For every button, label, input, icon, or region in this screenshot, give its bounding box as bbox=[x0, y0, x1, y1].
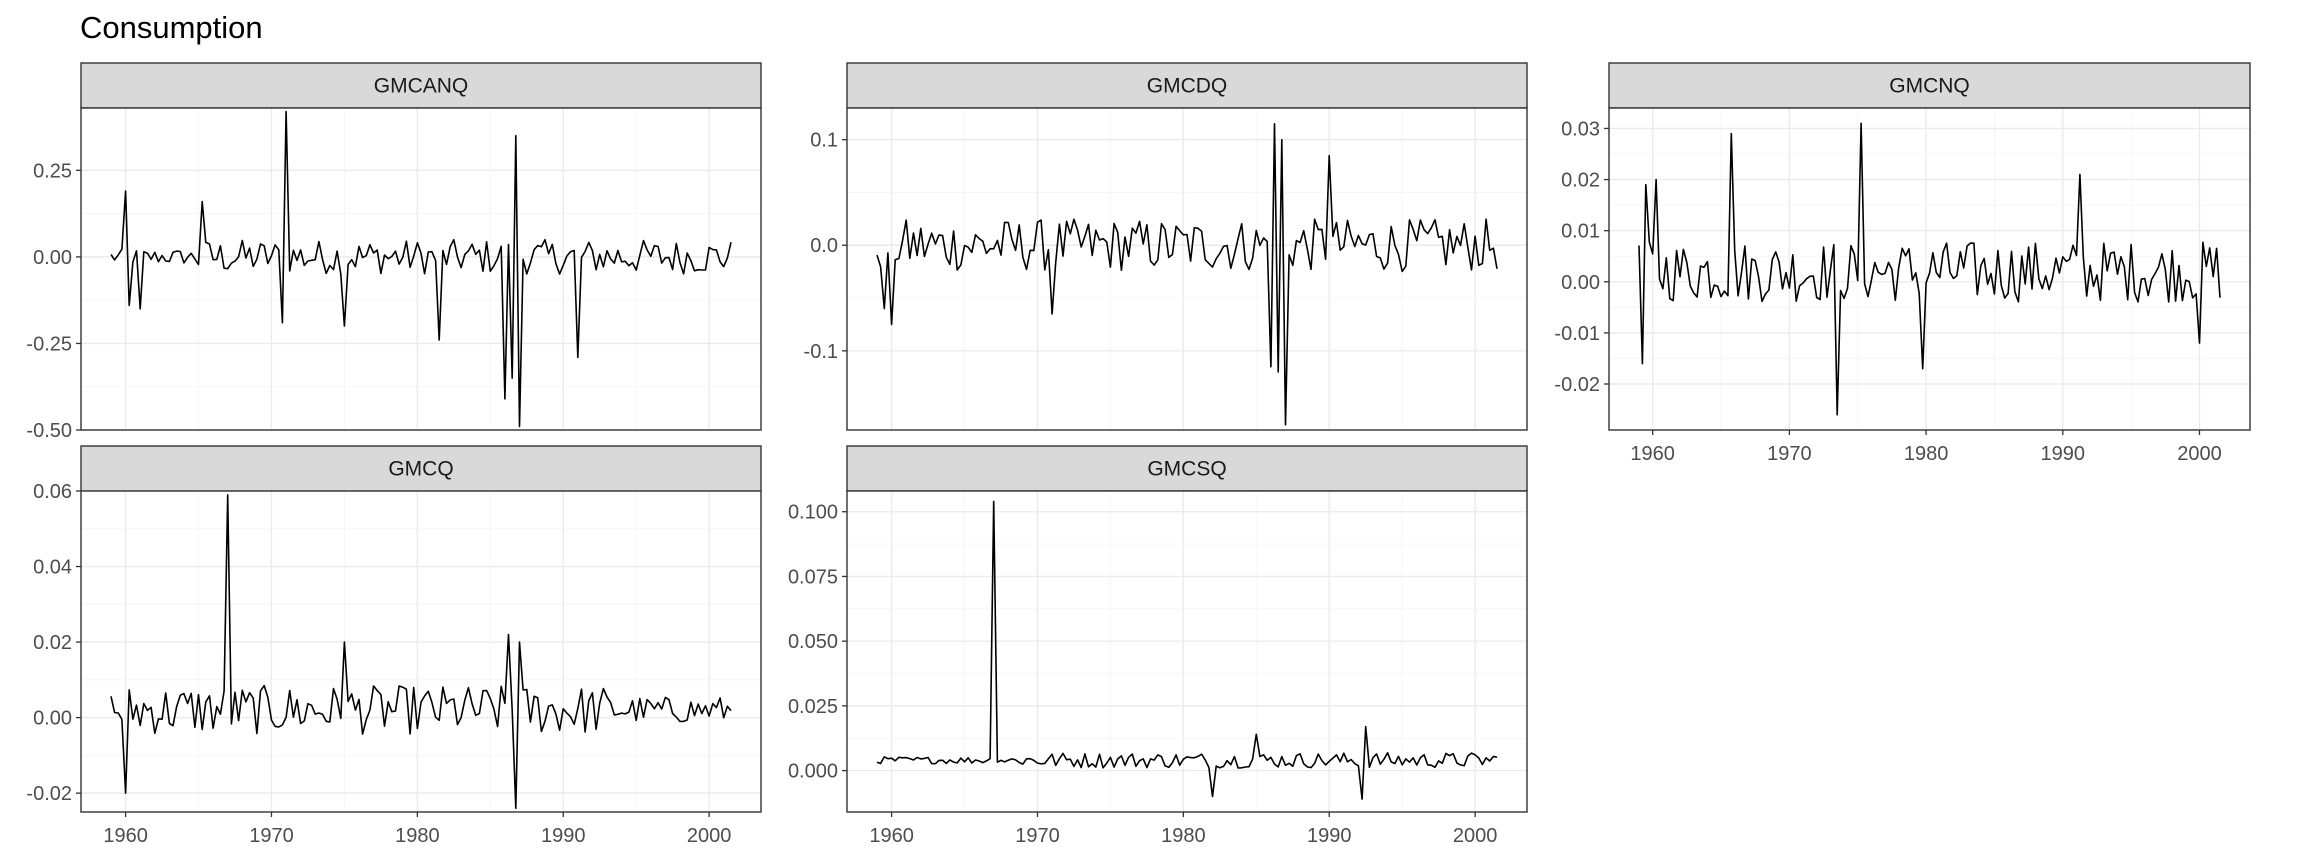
strip-label-gmcdq: GMCDQ bbox=[1147, 75, 1228, 98]
series-line-gmcnq bbox=[1638, 122, 2221, 416]
panel-gmcnq: GMCNQ -0.02 -0.01 0.00 0.01 0.02 0.03 1960 1970 1… bbox=[1554, 62, 2251, 465]
x-tick-label: 1980 bbox=[1161, 825, 1206, 847]
x-tick-label: 1960 bbox=[869, 825, 914, 847]
y-tick-label: 0.1 bbox=[810, 130, 838, 152]
series-line-gmcdq bbox=[876, 123, 1498, 426]
strip-gmcnq bbox=[1608, 62, 2251, 109]
x-tick-label: 1970 bbox=[1767, 443, 1812, 465]
x-tick-label: 2000 bbox=[2177, 443, 2222, 465]
y-tick-label: 0.02 bbox=[33, 632, 72, 654]
strip-label-gmcnq: GMCNQ bbox=[1889, 75, 1970, 98]
x-tick-label: 2000 bbox=[687, 825, 732, 847]
y-tick-label: 0.00 bbox=[33, 708, 72, 730]
y-tick-label: -0.02 bbox=[26, 783, 72, 805]
strip-gmcsq bbox=[846, 445, 1528, 492]
x-tick-label: 2000 bbox=[1453, 825, 1498, 847]
x-tick-label: 1990 bbox=[541, 825, 586, 847]
y-tick-label: -0.02 bbox=[1554, 374, 1600, 396]
strip-label-gmcq: GMCQ bbox=[388, 458, 453, 481]
y-tick-label: -0.50 bbox=[26, 420, 72, 442]
y-tick-label: 0.06 bbox=[33, 481, 72, 503]
y-tick-label: 0.100 bbox=[788, 502, 838, 524]
panel-border bbox=[80, 107, 762, 431]
y-tick-label: 0.04 bbox=[33, 557, 72, 579]
y-tick-label: -0.1 bbox=[804, 341, 838, 363]
y-tick-label: -0.01 bbox=[1554, 323, 1600, 345]
x-tick-label: 1970 bbox=[249, 825, 294, 847]
y-tick-label: 0.01 bbox=[1561, 221, 1600, 243]
strip-label-gmcanq: GMCANQ bbox=[374, 75, 469, 98]
y-tick-label: 0.00 bbox=[33, 247, 72, 269]
x-tick-label: 1990 bbox=[1307, 825, 1352, 847]
x-tick-label: 1980 bbox=[395, 825, 440, 847]
y-tick-label: 0.02 bbox=[1561, 170, 1600, 192]
panel-border bbox=[1608, 107, 2251, 431]
strip-gmcdq bbox=[846, 62, 1528, 109]
y-tick-label: 0.0 bbox=[810, 235, 838, 257]
y-tick-label: 0.025 bbox=[788, 696, 838, 718]
chart-title: Consumption bbox=[80, 10, 263, 45]
strip-gmcanq bbox=[80, 62, 762, 109]
x-tick-label: 1980 bbox=[1904, 443, 1949, 465]
series-line-gmcsq bbox=[876, 500, 1498, 800]
y-tick-label: -0.25 bbox=[26, 333, 72, 355]
panel-border bbox=[846, 107, 1528, 431]
y-tick-label: 0.050 bbox=[788, 631, 838, 653]
y-tick-label: 0.00 bbox=[1561, 272, 1600, 294]
y-tick-label: 0.25 bbox=[33, 160, 72, 182]
x-tick-label: 1990 bbox=[2041, 443, 2086, 465]
y-tick-label: 0.000 bbox=[788, 761, 838, 783]
y-tick-label: 0.075 bbox=[788, 566, 838, 588]
panel-gmcanq: GMCANQ -0.50 -0.25 0.00 0.25 bbox=[26, 62, 762, 442]
strip-label-gmcsq: GMCSQ bbox=[1147, 458, 1226, 481]
strip-gmcq bbox=[80, 445, 762, 492]
series-line-gmcq bbox=[110, 494, 732, 809]
panel-gmcdq: GMCDQ -0.1 0.0 0.1 bbox=[804, 62, 1528, 431]
x-tick-label: 1960 bbox=[1630, 443, 1675, 465]
panel-border bbox=[80, 490, 762, 813]
panel-border bbox=[846, 490, 1528, 813]
y-tick-label: 0.03 bbox=[1561, 118, 1600, 140]
x-tick-label: 1960 bbox=[103, 825, 148, 847]
series-line-gmcanq bbox=[110, 110, 732, 428]
panel-gmcq: GMCQ -0.02 0.00 0.02 0.04 0.06 1960 1970 1980 199… bbox=[26, 445, 762, 847]
panel-gmcsq: GMCSQ 0.000 0.025 0.050 0.075 0.100 1960 1970 19… bbox=[788, 445, 1528, 847]
x-tick-label: 1970 bbox=[1015, 825, 1060, 847]
